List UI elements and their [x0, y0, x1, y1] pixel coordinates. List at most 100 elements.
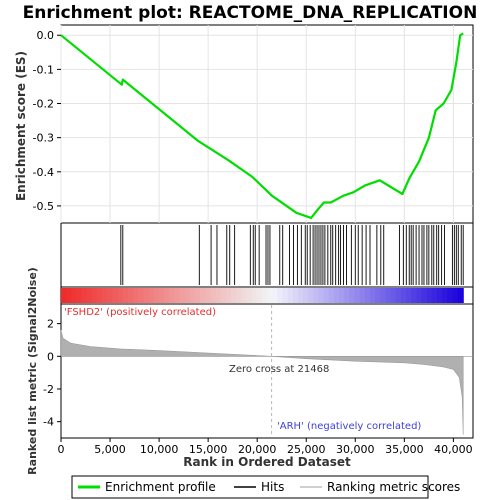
- x-tick-label: 25,000: [287, 443, 326, 456]
- colorbar-segment: [390, 288, 397, 303]
- colorbar-segment: [158, 288, 165, 303]
- es-tick-label: -0.1: [33, 63, 54, 76]
- colorbar-segment: [375, 288, 381, 303]
- colorbar-segment: [169, 288, 175, 303]
- colorbar-segment: [385, 288, 392, 303]
- colorbar-segment: [282, 288, 289, 303]
- colorbar-group: [61, 288, 464, 303]
- colorbar-segment: [236, 288, 242, 303]
- colorbar-segment: [76, 288, 83, 303]
- colorbar-segment: [426, 288, 433, 303]
- colorbar-segment: [421, 288, 428, 303]
- colorbar-segment: [179, 288, 186, 303]
- metric-tick-label: -2: [43, 383, 54, 396]
- colorbar-segment: [261, 288, 268, 303]
- colorbar-segment: [411, 288, 417, 303]
- colorbar-segment: [462, 288, 464, 303]
- es-tick-label: 0.0: [37, 29, 55, 42]
- colorbar-segment: [220, 288, 227, 303]
- colorbar-segment: [406, 288, 412, 303]
- colorbar-segment: [431, 288, 438, 303]
- colorbar-segment: [344, 288, 350, 303]
- colorbar-segment: [354, 288, 361, 303]
- x-tick-label: 20,000: [238, 443, 277, 456]
- x-tick-label: 15,000: [189, 443, 228, 456]
- colorbar-segment: [97, 288, 103, 303]
- colorbar-segment: [164, 288, 170, 303]
- es-y-axis-label: Enrichment score (ES): [14, 51, 28, 201]
- es-profile-line: [60, 32, 464, 219]
- colorbar-segment: [436, 288, 443, 303]
- colorbar-segment: [189, 288, 196, 303]
- es-tick-label: -0.5: [33, 200, 54, 213]
- colorbar-segment: [66, 288, 72, 303]
- x-tick-label: 35,000: [385, 443, 424, 456]
- colorbar-segment: [297, 288, 304, 303]
- x-tick-label: 40,000: [434, 443, 473, 456]
- colorbar-segment: [246, 288, 253, 303]
- colorbar-segment: [122, 288, 129, 303]
- x-tick-label: 0: [58, 443, 65, 456]
- colorbar-segment: [308, 288, 314, 303]
- colorbar-segment: [102, 288, 108, 303]
- colorbar-segment: [143, 288, 150, 303]
- colorbar-segment: [287, 288, 294, 303]
- colorbar-segment: [318, 288, 325, 303]
- colorbar-segment: [215, 288, 222, 303]
- colorbar-segment: [138, 288, 144, 303]
- colorbar-segment: [210, 288, 217, 303]
- hits-panel: [60, 222, 474, 288]
- colorbar-segment: [230, 288, 237, 303]
- colorbar-segment: [303, 288, 309, 303]
- colorbar-segment: [91, 288, 98, 303]
- colorbar-segment: [61, 288, 67, 303]
- colorbar-segment: [81, 288, 88, 303]
- colorbar-segment: [339, 288, 345, 303]
- colorbar-segment: [457, 288, 464, 303]
- metric-y-axis-label: Ranked list metric (Signal2Noise): [26, 267, 39, 475]
- colorbar-segment: [184, 288, 191, 303]
- colorbar-segment: [452, 288, 459, 303]
- metric-group: [60, 305, 473, 437]
- colorbar-segment: [380, 288, 387, 303]
- colorbar-segment: [251, 288, 258, 303]
- colorbar-segment: [416, 288, 423, 303]
- metric-y-ticks: 2 0 -2 -4: [43, 318, 61, 429]
- es-line-group: [60, 32, 464, 219]
- x-tick-label: 30,000: [336, 443, 375, 456]
- x-axis-label: Rank in Ordered Dataset: [183, 455, 351, 469]
- es-panel: [60, 24, 474, 224]
- colorbar-segment: [323, 288, 330, 303]
- colorbar-segment: [148, 288, 155, 303]
- metric-tick-label: 2: [47, 318, 54, 331]
- colorbar-segment: [333, 288, 340, 303]
- hits-group: [120, 225, 464, 285]
- colorbar-segment: [313, 288, 320, 303]
- colorbar-segment: [127, 288, 134, 303]
- colorbar-segment: [272, 288, 278, 303]
- colorbar-segment: [400, 288, 407, 303]
- zero-cross-label: Zero cross at 21468: [229, 364, 329, 375]
- es-tick-label: -0.3: [33, 132, 54, 145]
- colorbar-segment: [194, 288, 201, 303]
- legend-es-label: Enrichment profile: [105, 480, 216, 494]
- colorbar-segment: [107, 288, 114, 303]
- colorbar-segment: [71, 288, 78, 303]
- colorbar-segment: [267, 288, 273, 303]
- legend: Enrichment profile Hits Ranking metric s…: [71, 475, 460, 499]
- colorbar-segment: [359, 288, 366, 303]
- colorbar-segment: [349, 288, 356, 303]
- colorbar-segment: [117, 288, 124, 303]
- colorbar-segment: [174, 288, 181, 303]
- colorbar-segment: [225, 288, 232, 303]
- negative-correlation-label: 'ARH' (negatively correlated): [277, 421, 421, 432]
- colorbar-segment: [395, 288, 402, 303]
- metric-tick-label: 0: [47, 350, 54, 363]
- colorbar-segment: [442, 288, 448, 303]
- metric-panel: [60, 303, 474, 439]
- x-ticks: 0 5,000 10,000 15,000 20,000 25,000 30,000 35,0…: [58, 438, 473, 456]
- colorbar-segment: [292, 288, 299, 303]
- es-y-ticks: 0.0 -0.1 -0.2 -0.3 -0.4 -0.5: [33, 29, 61, 213]
- metric-tick-label: -4: [43, 416, 54, 429]
